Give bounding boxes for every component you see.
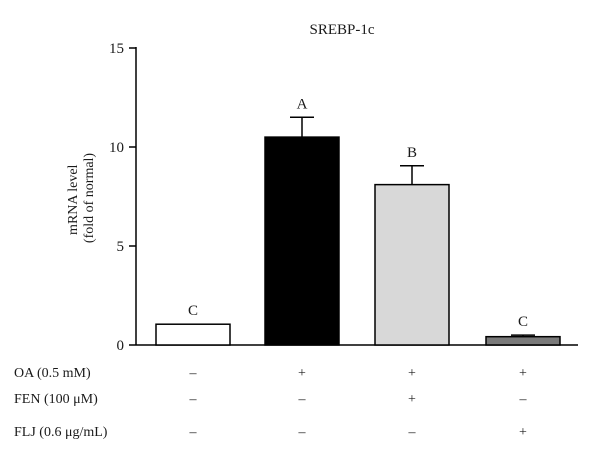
bar bbox=[485, 335, 561, 346]
y-axis-label-line-2: (fold of normal) bbox=[82, 153, 97, 244]
significance-label: B bbox=[407, 145, 417, 161]
treatment-sign: + bbox=[408, 392, 416, 407]
treatment-rows: OA (0.5 mM) – + + + FEN (100 μM) – – + – FLJ (0.6 … bbox=[14, 366, 528, 440]
treatment-sign: + bbox=[519, 425, 527, 440]
bar bbox=[374, 183, 450, 346]
treatment-sign: – bbox=[189, 425, 198, 440]
treatment-sign: – bbox=[298, 392, 307, 407]
treatment-sign: – bbox=[189, 366, 198, 381]
chart-title: SREBP-1c bbox=[309, 22, 374, 38]
treatment-sign: + bbox=[298, 366, 306, 381]
y-axis-label-line-1: mRNA level bbox=[66, 164, 81, 234]
axes: 0 5 10 15 bbox=[109, 41, 578, 354]
treatment-row-label: FLJ (0.6 μg/mL) bbox=[14, 425, 108, 440]
treatment-sign: – bbox=[408, 425, 417, 440]
treatment-sign: – bbox=[298, 425, 307, 440]
treatment-sign: + bbox=[408, 366, 416, 381]
treatment-sign: – bbox=[519, 392, 528, 407]
y-tick-label: 10 bbox=[109, 140, 124, 156]
treatment-sign: – bbox=[189, 392, 198, 407]
bar bbox=[264, 136, 340, 346]
treatment-row-label: OA (0.5 mM) bbox=[14, 366, 91, 381]
significance-label: A bbox=[297, 96, 308, 112]
y-tick-label: 15 bbox=[109, 41, 124, 57]
bar bbox=[155, 323, 231, 346]
y-axis-label: mRNA level (fold of normal) bbox=[66, 153, 97, 244]
significance-label: C bbox=[518, 314, 528, 330]
treatment-row-label: FEN (100 μM) bbox=[14, 392, 98, 407]
treatment-sign: + bbox=[519, 366, 527, 381]
significance-label: C bbox=[188, 303, 198, 319]
y-tick-label: 5 bbox=[117, 239, 125, 255]
y-tick-label: 0 bbox=[117, 338, 125, 354]
bars: C A B C bbox=[155, 96, 561, 346]
